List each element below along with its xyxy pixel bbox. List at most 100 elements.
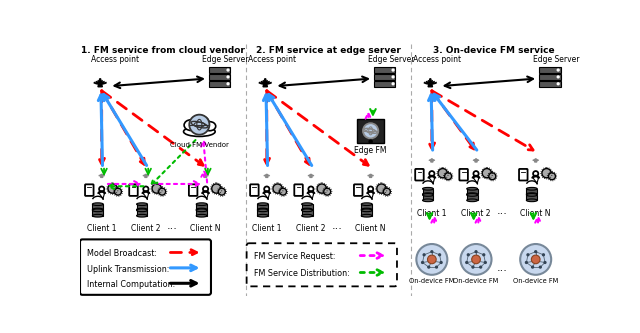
Circle shape [438, 168, 447, 178]
Circle shape [475, 260, 477, 262]
Ellipse shape [422, 193, 433, 196]
Circle shape [392, 83, 394, 85]
Text: ...: ... [332, 221, 342, 231]
Polygon shape [204, 174, 207, 177]
Polygon shape [428, 79, 433, 87]
Circle shape [440, 261, 442, 263]
Ellipse shape [136, 203, 147, 205]
Circle shape [227, 69, 229, 71]
Circle shape [189, 115, 209, 135]
Circle shape [264, 79, 266, 80]
Circle shape [445, 173, 452, 180]
Ellipse shape [92, 209, 103, 212]
Ellipse shape [196, 209, 207, 212]
Circle shape [423, 254, 425, 256]
Circle shape [429, 171, 435, 176]
Polygon shape [266, 174, 268, 177]
Ellipse shape [362, 214, 372, 217]
Circle shape [369, 140, 372, 143]
Bar [422, 189, 433, 194]
Circle shape [429, 79, 431, 80]
Circle shape [99, 186, 104, 192]
Text: Edge Server: Edge Server [367, 55, 414, 64]
Circle shape [159, 188, 166, 195]
Bar [362, 210, 372, 216]
Text: Internal Computation:: Internal Computation: [87, 280, 175, 289]
FancyBboxPatch shape [539, 81, 561, 87]
Polygon shape [310, 174, 312, 177]
Text: ...: ... [497, 263, 508, 273]
Ellipse shape [92, 203, 103, 205]
Ellipse shape [257, 209, 268, 212]
Circle shape [108, 184, 117, 193]
Circle shape [482, 168, 492, 178]
Bar [257, 204, 268, 209]
Text: Client N: Client N [190, 224, 221, 233]
FancyBboxPatch shape [209, 74, 230, 80]
Circle shape [475, 251, 477, 253]
Ellipse shape [184, 120, 198, 131]
Ellipse shape [257, 214, 268, 217]
Ellipse shape [422, 187, 433, 190]
Polygon shape [145, 174, 147, 177]
Circle shape [531, 255, 540, 264]
Circle shape [484, 261, 486, 263]
Ellipse shape [467, 193, 477, 195]
Circle shape [527, 254, 529, 256]
Circle shape [489, 173, 496, 180]
Circle shape [392, 76, 394, 78]
Text: Model Broadcast:: Model Broadcast: [87, 249, 157, 258]
Circle shape [438, 254, 440, 256]
Text: Client N: Client N [355, 224, 386, 233]
Circle shape [472, 255, 481, 264]
Text: FM Service Request:: FM Service Request: [253, 252, 335, 261]
Ellipse shape [527, 193, 537, 196]
Ellipse shape [527, 187, 537, 190]
Bar [136, 210, 147, 216]
Circle shape [436, 266, 437, 268]
Text: On-device FM: On-device FM [453, 278, 499, 284]
Text: ...: ... [166, 221, 177, 231]
Circle shape [143, 186, 148, 192]
Ellipse shape [301, 214, 312, 217]
Ellipse shape [362, 203, 372, 205]
Circle shape [115, 188, 122, 195]
Ellipse shape [136, 208, 147, 211]
Ellipse shape [204, 122, 216, 131]
Ellipse shape [527, 199, 537, 202]
Text: Client N: Client N [520, 208, 551, 217]
Ellipse shape [196, 203, 207, 205]
Bar [196, 204, 207, 209]
Ellipse shape [362, 208, 372, 211]
Circle shape [480, 266, 482, 268]
Text: Access point: Access point [413, 55, 461, 64]
Circle shape [218, 188, 225, 195]
FancyBboxPatch shape [189, 184, 197, 196]
Ellipse shape [301, 208, 312, 211]
Polygon shape [534, 159, 537, 162]
Circle shape [557, 69, 559, 71]
Circle shape [533, 171, 538, 176]
FancyBboxPatch shape [539, 74, 561, 80]
Circle shape [474, 171, 479, 176]
Bar [467, 189, 477, 194]
Bar [301, 204, 312, 209]
Circle shape [431, 260, 433, 262]
Text: On-device FM: On-device FM [409, 278, 454, 284]
Ellipse shape [196, 214, 207, 217]
Circle shape [540, 266, 541, 268]
Text: ...: ... [497, 205, 508, 215]
Text: Uplink Transmission:: Uplink Transmission: [87, 265, 170, 274]
Text: Edge FM: Edge FM [355, 146, 387, 155]
Circle shape [264, 186, 269, 192]
FancyBboxPatch shape [209, 81, 230, 87]
Circle shape [273, 184, 282, 193]
Bar [136, 204, 147, 209]
FancyBboxPatch shape [294, 184, 303, 196]
Polygon shape [475, 159, 477, 162]
Text: Access point: Access point [91, 55, 139, 64]
Text: Client 1: Client 1 [87, 224, 116, 233]
FancyBboxPatch shape [354, 184, 362, 196]
Bar [527, 189, 537, 194]
Ellipse shape [362, 209, 372, 212]
